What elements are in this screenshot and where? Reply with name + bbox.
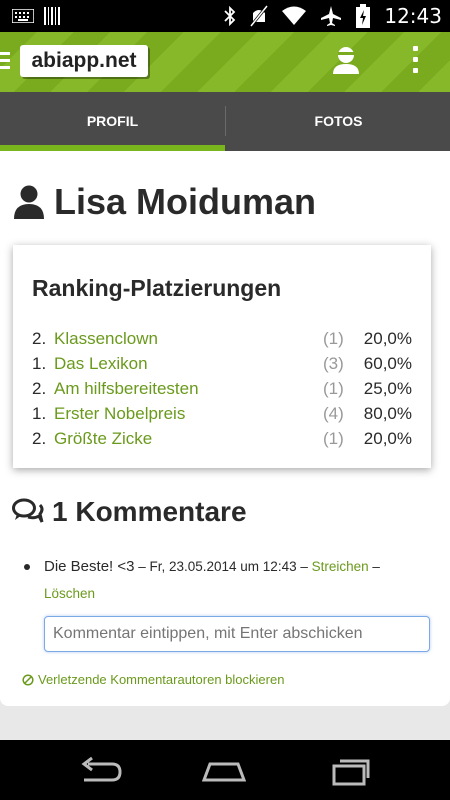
ranking-count: (3) <box>323 354 344 373</box>
ranking-category-link[interactable]: Das Lexikon <box>54 354 148 373</box>
keyboard-icon <box>12 9 34 23</box>
status-clock: 12:43 <box>384 4 442 28</box>
profile-card: Lisa Moiduman Ranking-Platzierungen 2. K… <box>0 151 450 706</box>
user-icon[interactable] <box>332 46 360 76</box>
ranking-position: 1. <box>32 404 47 423</box>
menu-icon[interactable] <box>0 52 10 73</box>
block-authors-link[interactable]: Verletzende Kommentarautoren blockieren <box>22 672 284 687</box>
comments-icon <box>12 498 44 523</box>
strike-comment-link[interactable]: Streichen <box>311 559 369 574</box>
wifi-icon <box>282 6 307 25</box>
overflow-icon[interactable] <box>410 46 420 78</box>
comment-text: Die Beste! <3 <box>44 558 135 575</box>
ranking-position: 2. <box>32 379 47 398</box>
delete-comment-link[interactable]: Löschen <box>44 586 96 601</box>
ranking-position: 2. <box>32 329 47 348</box>
comment-separator: – <box>368 559 380 574</box>
profile-header: Lisa Moiduman <box>14 181 316 223</box>
tab-selected-indicator <box>0 145 225 151</box>
comment-input[interactable] <box>44 616 430 652</box>
ranking-count: (1) <box>323 429 344 448</box>
ranking-percent: 20,0% <box>363 429 412 448</box>
profile-name: Lisa Moiduman <box>54 181 317 222</box>
app-bar: abiapp.net <box>0 32 450 92</box>
bluetooth-icon <box>224 5 236 27</box>
ranking-box: Ranking-Platzierungen 2. Klassenclown (1… <box>13 245 431 468</box>
ranking-percent: 60,0% <box>363 354 412 373</box>
ranking-row: 2. Am hilfsbereitesten (1) 25,0% <box>32 379 412 404</box>
comment-date: Fr, 23.05.2014 um 12:43 <box>149 559 297 574</box>
comment-separator: – <box>296 559 312 574</box>
tab-fotos[interactable]: FOTOS <box>314 113 363 129</box>
ranking-title: Ranking-Platzierungen <box>32 275 282 301</box>
ranking-percent: 25,0% <box>363 379 412 398</box>
block-authors-label: Verletzende Kommentarautoren blockieren <box>38 672 285 687</box>
ranking-row: 2. Größte Zicke (1) 20,0% <box>32 429 412 454</box>
airplane-icon <box>321 6 342 26</box>
ranking-count: (4) <box>323 404 344 423</box>
back-icon[interactable] <box>78 756 122 786</box>
comments-header: 1 Kommentare <box>12 496 247 528</box>
app-logo[interactable]: abiapp.net <box>20 45 148 77</box>
tab-profil[interactable]: PROFIL <box>86 113 139 129</box>
barcode-icon <box>44 7 60 25</box>
tab-bar: PROFIL FOTOS <box>0 92 450 151</box>
ranking-category-link[interactable]: Klassenclown <box>54 329 158 348</box>
tab-separator <box>225 106 226 136</box>
ranking-list: 2. Klassenclown (1) 20,0% 1. Das Lexikon… <box>32 329 412 454</box>
home-icon[interactable] <box>202 756 246 786</box>
ranking-percent: 20,0% <box>363 329 412 348</box>
navigation-bar <box>0 740 450 800</box>
ranking-category-link[interactable]: Am hilfsbereitesten <box>54 379 199 398</box>
ranking-count: (1) <box>323 379 344 398</box>
comment-item: Die Beste! <3 – Fr, 23.05.2014 um 12:43 … <box>24 553 430 607</box>
ranking-percent: 80,0% <box>363 404 412 423</box>
comment-bullet <box>24 564 30 570</box>
ranking-row: 1. Das Lexikon (3) 60,0% <box>32 354 412 379</box>
ranking-category-link[interactable]: Erster Nobelpreis <box>54 404 186 423</box>
ranking-row: 2. Klassenclown (1) 20,0% <box>32 329 412 354</box>
comments-title: 1 Kommentare <box>52 496 247 527</box>
ranking-category-link[interactable]: Größte Zicke <box>54 429 153 448</box>
battery-icon <box>356 4 371 28</box>
status-bar: 12:43 <box>0 0 450 32</box>
ranking-position: 1. <box>32 354 47 373</box>
ranking-row: 1. Erster Nobelpreis (4) 80,0% <box>32 404 412 429</box>
ranking-position: 2. <box>32 429 47 448</box>
recent-apps-icon[interactable] <box>330 756 374 786</box>
comment-separator: – <box>134 559 150 574</box>
ranking-count: (1) <box>323 329 344 348</box>
person-icon <box>14 185 44 219</box>
block-icon <box>22 673 34 686</box>
mute-icon <box>250 5 269 27</box>
